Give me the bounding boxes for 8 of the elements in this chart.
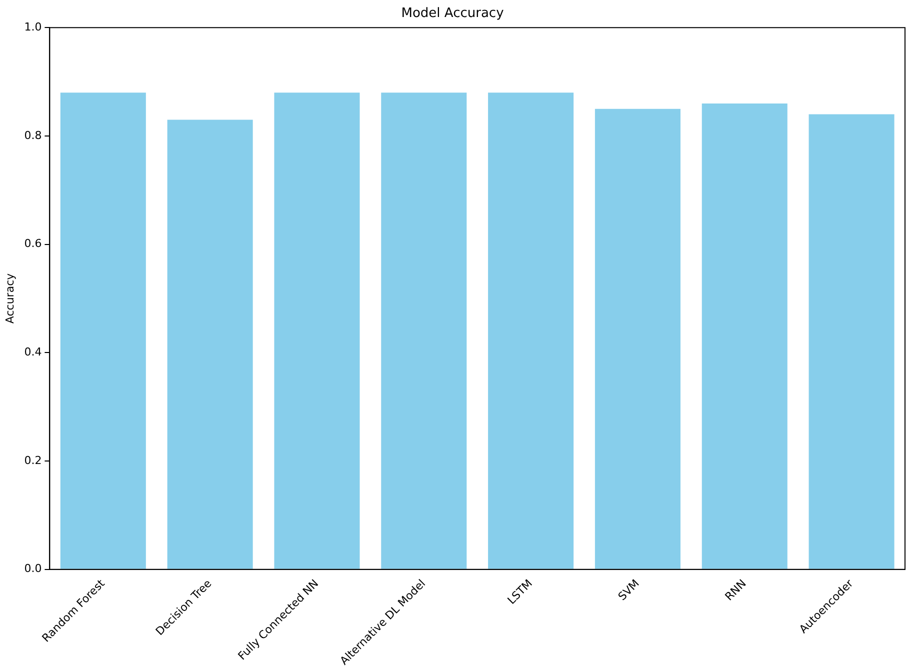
chart-title: Model Accuracy xyxy=(401,6,504,22)
y-tick-label: 0.0 xyxy=(24,562,42,576)
y-tick-label: 0.6 xyxy=(24,237,42,250)
y-axis-title: Accuracy xyxy=(3,272,16,324)
y-tick-label: 0.4 xyxy=(24,346,42,359)
y-tick-label: 0.8 xyxy=(24,128,42,142)
y-tick-label: 1.0 xyxy=(24,20,42,34)
y-tick-label: 0.2 xyxy=(24,454,42,467)
